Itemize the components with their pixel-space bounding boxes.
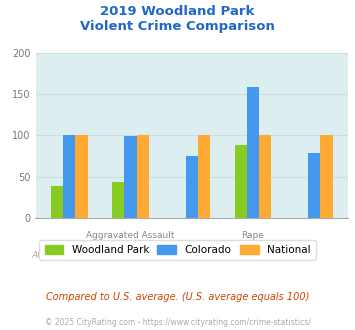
Text: Murder & Mans...: Murder & Mans... <box>92 251 169 260</box>
Bar <box>51 186 63 218</box>
Text: All Violent Crime: All Violent Crime <box>32 251 107 260</box>
Bar <box>75 135 88 218</box>
Bar <box>259 135 271 218</box>
Bar <box>320 135 333 218</box>
Bar <box>235 145 247 218</box>
Text: © 2025 CityRating.com - https://www.cityrating.com/crime-statistics/: © 2025 CityRating.com - https://www.city… <box>45 318 310 327</box>
Legend: Woodland Park, Colorado, National: Woodland Park, Colorado, National <box>39 240 316 260</box>
Bar <box>137 135 149 218</box>
Text: Violent Crime Comparison: Violent Crime Comparison <box>80 20 275 33</box>
Bar <box>124 136 137 218</box>
Bar <box>112 182 124 218</box>
Text: Rape: Rape <box>241 231 264 240</box>
Bar <box>198 135 210 218</box>
Bar <box>63 135 75 218</box>
Bar <box>186 156 198 218</box>
Text: Compared to U.S. average. (U.S. average equals 100): Compared to U.S. average. (U.S. average … <box>46 292 309 302</box>
Bar <box>308 153 320 218</box>
Text: 2019 Woodland Park: 2019 Woodland Park <box>100 5 255 18</box>
Text: Aggravated Assault: Aggravated Assault <box>86 231 175 240</box>
Bar <box>247 87 259 218</box>
Text: Robbery: Robbery <box>234 251 272 260</box>
